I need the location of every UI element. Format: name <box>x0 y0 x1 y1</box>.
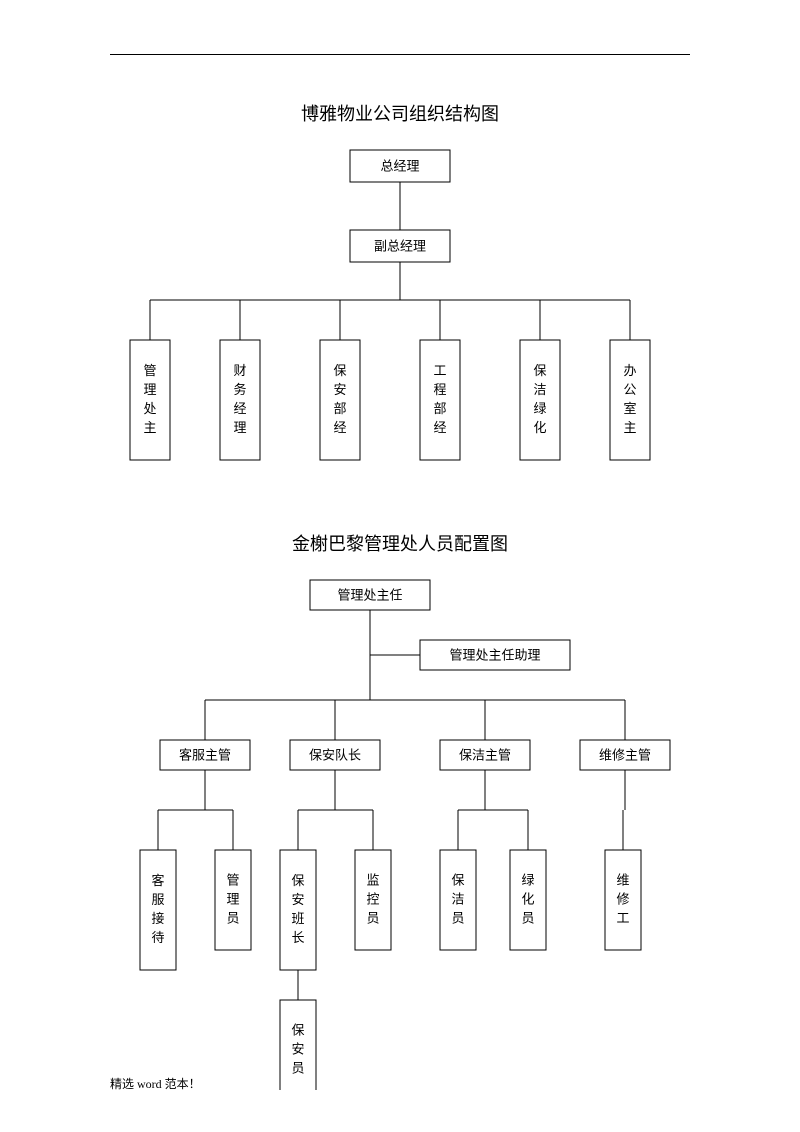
org-node-l1: 客服接待 <box>140 850 176 970</box>
org-node-d3: 保安部经 <box>320 340 360 460</box>
svg-text:程: 程 <box>433 382 446 397</box>
svg-text:班: 班 <box>291 911 304 926</box>
org-node-l6: 绿化员 <box>510 850 546 950</box>
org-node-l3: 保安班长 <box>280 850 316 970</box>
svg-text:服: 服 <box>151 892 164 907</box>
svg-text:经: 经 <box>333 420 346 435</box>
org-node-d5: 保洁绿化 <box>520 340 560 460</box>
org-node-l7: 维修工 <box>605 850 641 950</box>
svg-text:洁: 洁 <box>533 382 546 397</box>
svg-text:员: 员 <box>226 911 239 926</box>
svg-text:员: 员 <box>366 911 379 926</box>
org-node-l8: 保安员 <box>280 1000 316 1090</box>
svg-text:部: 部 <box>433 401 446 416</box>
svg-text:主: 主 <box>623 420 636 435</box>
svg-text:公: 公 <box>623 382 636 397</box>
svg-text:管: 管 <box>143 363 156 378</box>
svg-text:保: 保 <box>451 873 464 888</box>
org-node-d4: 工程部经 <box>420 340 460 460</box>
svg-text:修: 修 <box>616 892 629 907</box>
svg-text:安: 安 <box>291 1042 304 1057</box>
document-page: 博雅物业公司组织结构图 总经理副总经理管理处主财务经理保安部经工程部经保洁绿化办… <box>0 0 800 1132</box>
org-node-s2: 保安队长 <box>290 740 380 770</box>
org-node-l2: 管理员 <box>215 850 251 950</box>
svg-text:客服主管: 客服主管 <box>179 748 231 763</box>
svg-text:保洁主管: 保洁主管 <box>459 748 511 763</box>
svg-text:处: 处 <box>143 401 156 416</box>
header-rule <box>110 54 690 55</box>
svg-text:员: 员 <box>451 911 464 926</box>
org-chart-2: 管理处主任管理处主任助理客服主管保安队长保洁主管维修主管客服接待管理员保安班长监… <box>100 570 700 1090</box>
svg-text:经: 经 <box>433 420 446 435</box>
org-node-d2: 财务经理 <box>220 340 260 460</box>
chart2-title: 金榭巴黎管理处人员配置图 <box>0 530 800 556</box>
svg-text:待: 待 <box>151 930 164 945</box>
chart1-title: 博雅物业公司组织结构图 <box>0 100 800 126</box>
svg-text:绿: 绿 <box>521 873 534 888</box>
org-node-s4: 维修主管 <box>580 740 670 770</box>
org-node-d1: 管理处主 <box>130 340 170 460</box>
svg-text:保: 保 <box>333 363 346 378</box>
org-node-dgm: 副总经理 <box>350 230 450 262</box>
org-chart-1: 总经理副总经理管理处主财务经理保安部经工程部经保洁绿化办公室主 <box>100 140 700 500</box>
svg-text:监: 监 <box>366 873 379 888</box>
svg-text:理: 理 <box>143 382 156 397</box>
svg-text:管理处主任: 管理处主任 <box>337 588 402 603</box>
svg-text:维: 维 <box>616 873 629 888</box>
svg-text:接: 接 <box>151 911 164 926</box>
svg-text:室: 室 <box>623 401 636 416</box>
svg-text:保: 保 <box>291 1023 304 1038</box>
svg-text:总经理: 总经理 <box>380 159 419 174</box>
svg-text:长: 长 <box>291 930 304 945</box>
svg-text:化: 化 <box>533 420 546 435</box>
svg-text:化: 化 <box>521 892 534 907</box>
org-node-l5: 保洁员 <box>440 850 476 950</box>
svg-text:财: 财 <box>233 363 246 378</box>
svg-text:部: 部 <box>333 401 346 416</box>
svg-text:绿: 绿 <box>533 401 546 416</box>
svg-text:办: 办 <box>623 363 636 378</box>
svg-text:副总经理: 副总经理 <box>374 239 426 254</box>
org-node-s3: 保洁主管 <box>440 740 530 770</box>
svg-text:理: 理 <box>233 420 246 435</box>
svg-text:保安队长: 保安队长 <box>309 748 361 763</box>
svg-text:管理处主任助理: 管理处主任助理 <box>449 648 540 663</box>
footer-text: 精选 word 范本！ <box>110 1075 201 1092</box>
svg-text:员: 员 <box>291 1061 304 1076</box>
svg-text:务: 务 <box>233 382 246 397</box>
svg-text:客: 客 <box>151 873 164 888</box>
svg-text:员: 员 <box>521 911 534 926</box>
svg-text:保: 保 <box>291 873 304 888</box>
svg-text:保: 保 <box>533 363 546 378</box>
svg-text:主: 主 <box>143 420 156 435</box>
svg-text:工: 工 <box>433 363 446 378</box>
svg-text:安: 安 <box>333 382 346 397</box>
svg-text:理: 理 <box>226 892 239 907</box>
svg-text:维修主管: 维修主管 <box>599 748 651 763</box>
svg-text:管: 管 <box>226 873 239 888</box>
svg-text:经: 经 <box>233 401 246 416</box>
org-node-m2: 管理处主任助理 <box>420 640 570 670</box>
svg-text:控: 控 <box>366 892 379 907</box>
org-node-l4: 监控员 <box>355 850 391 950</box>
svg-text:安: 安 <box>291 892 304 907</box>
svg-text:工: 工 <box>616 911 629 926</box>
org-node-s1: 客服主管 <box>160 740 250 770</box>
org-node-gm: 总经理 <box>350 150 450 182</box>
org-node-m1: 管理处主任 <box>310 580 430 610</box>
svg-text:洁: 洁 <box>451 892 464 907</box>
org-node-d6: 办公室主 <box>610 340 650 460</box>
